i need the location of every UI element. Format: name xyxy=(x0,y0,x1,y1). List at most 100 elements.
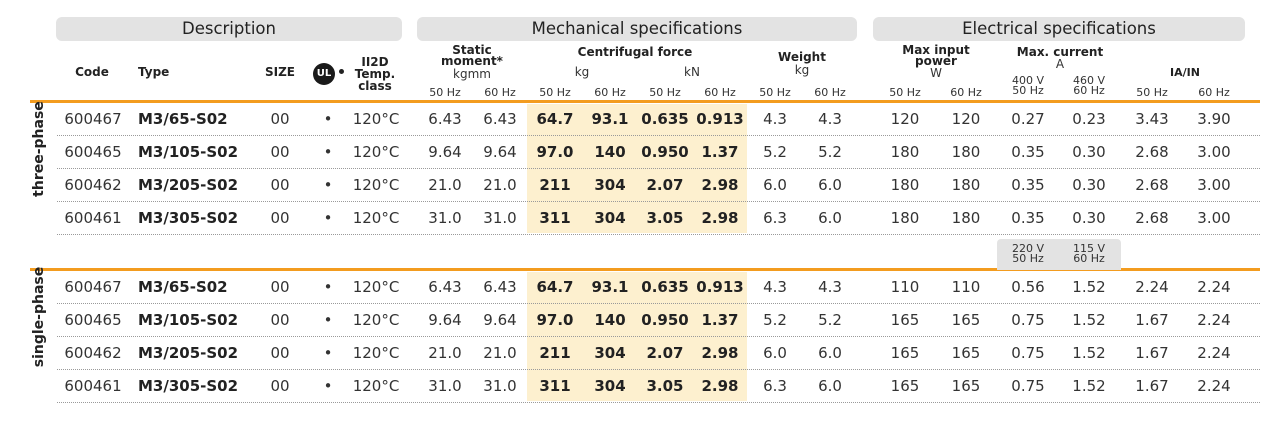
cell-w50: 6.0 xyxy=(763,176,787,194)
cell-kn60: 1.37 xyxy=(701,143,739,161)
cell-r60: 2.24 xyxy=(1197,311,1231,329)
cell-type: M3/105-S02 xyxy=(138,143,239,161)
cell-kg60: 304 xyxy=(594,176,626,194)
cell-code: 600467 xyxy=(64,110,122,128)
header-size: SIZE xyxy=(264,65,295,79)
cell-sm50: 6.43 xyxy=(428,110,462,128)
hz-kn-60: 60 Hz xyxy=(704,86,736,99)
cell-r50: 2.68 xyxy=(1135,176,1169,194)
cell-code: 600461 xyxy=(64,377,122,395)
cell-dot: • xyxy=(323,311,333,329)
hz-static-50: 50 Hz xyxy=(429,86,461,99)
hz-weight-50: 50 Hz xyxy=(759,86,791,99)
cell-p50: 180 xyxy=(890,209,920,227)
cell-r50: 2.68 xyxy=(1135,209,1169,227)
cell-sm60: 9.64 xyxy=(483,311,517,329)
cell-kn60: 1.37 xyxy=(701,311,739,329)
cell-code: 600467 xyxy=(64,278,122,296)
cell-a2: 1.52 xyxy=(1072,278,1106,296)
header-maxcurrent-unit: A xyxy=(1055,57,1065,71)
cell-size: 00 xyxy=(270,176,290,194)
cell-a1: 0.35 xyxy=(1011,143,1045,161)
cell-w60: 6.0 xyxy=(818,176,842,194)
header-115v-hz: 60 Hz xyxy=(1073,252,1105,265)
cell-kn60: 0.913 xyxy=(696,110,744,128)
cell-kg50: 311 xyxy=(539,209,571,227)
cell-w60: 5.2 xyxy=(818,311,842,329)
cell-w60: 4.3 xyxy=(818,278,842,296)
cell-type: M3/65-S02 xyxy=(138,278,228,296)
cell-kg60: 93.1 xyxy=(591,110,629,128)
header-115v: 115 V xyxy=(1072,242,1106,255)
cell-p60: 165 xyxy=(951,311,981,329)
header-cf-kg: kg xyxy=(574,65,590,79)
cell-type: M3/65-S02 xyxy=(138,110,228,128)
cell-kg50: 64.7 xyxy=(536,110,574,128)
row-divider xyxy=(57,201,1260,202)
cell-w60: 5.2 xyxy=(818,143,842,161)
cell-sm50: 9.64 xyxy=(428,311,462,329)
cell-kn50: 0.635 xyxy=(641,278,689,296)
hz-weight-60: 60 Hz xyxy=(814,86,846,99)
cell-code: 600462 xyxy=(64,344,122,362)
cell-kg50: 311 xyxy=(539,377,571,395)
cell-p50: 180 xyxy=(890,176,920,194)
cell-kg50: 211 xyxy=(539,176,571,194)
cell-sm60: 21.0 xyxy=(483,176,517,194)
header-cf-kn: kN xyxy=(684,65,700,79)
group-description: Description xyxy=(56,17,402,41)
cell-kg50: 97.0 xyxy=(536,311,574,329)
cell-p60: 180 xyxy=(951,209,981,227)
single-phase-row-600467: 600467 M3/65-S02 00 • 120°C 6.43 6.43 64.7 93.1 0… xyxy=(0,271,1262,304)
hz-power-60: 60 Hz xyxy=(950,86,982,99)
ul-dot-icon xyxy=(339,69,344,74)
cell-kg60: 140 xyxy=(594,143,626,161)
cell-kn50: 2.07 xyxy=(646,344,684,362)
cell-a1: 0.35 xyxy=(1011,176,1045,194)
header-ratio: IA/IN xyxy=(1170,66,1200,79)
cell-kg60: 93.1 xyxy=(591,278,629,296)
header-weight: Weight xyxy=(778,50,826,64)
three-phase-row-600461: 600461 M3/305-S02 00 • 120°C 31.0 31.0 311 304 3.… xyxy=(0,202,1262,235)
header-static-unit: kgmm xyxy=(453,67,491,81)
row-divider xyxy=(57,303,1260,304)
cell-dot: • xyxy=(323,176,333,194)
cell-a2: 0.30 xyxy=(1072,209,1106,227)
three-phase-row-600462: 600462 M3/205-S02 00 • 120°C 21.0 21.0 211 304 2.… xyxy=(0,169,1262,202)
cell-temp: 120°C xyxy=(352,278,400,296)
hz-current-50: 50 Hz xyxy=(1012,84,1044,97)
cell-type: M3/305-S02 xyxy=(138,377,239,395)
voltage-tag xyxy=(997,239,1121,270)
cell-kn60: 2.98 xyxy=(701,344,739,362)
row-divider xyxy=(57,369,1260,370)
three-phase-row-600465: 600465 M3/105-S02 00 • 120°C 9.64 9.64 97.0 140 0… xyxy=(0,136,1262,169)
cell-dot: • xyxy=(323,278,333,296)
header-static: Static xyxy=(452,43,492,57)
row-divider xyxy=(57,336,1260,337)
cell-size: 00 xyxy=(270,344,290,362)
cell-w50: 5.2 xyxy=(763,143,787,161)
hz-ratio-50: 50 Hz xyxy=(1136,86,1168,99)
cell-p50: 165 xyxy=(890,311,920,329)
group-mechanical: Mechanical specifications xyxy=(417,17,857,41)
cell-sm50: 31.0 xyxy=(428,209,462,227)
header-class: class xyxy=(358,79,392,93)
cell-code: 600462 xyxy=(64,176,122,194)
cell-w50: 6.3 xyxy=(763,209,787,227)
header-centrifugal: Centrifugal force xyxy=(577,45,693,59)
cell-sm50: 6.43 xyxy=(428,278,462,296)
cell-a1: 0.56 xyxy=(1011,278,1045,296)
cell-type: M3/305-S02 xyxy=(138,209,239,227)
header-460v: 460 V xyxy=(1072,74,1106,87)
header-weight-unit: kg xyxy=(794,63,810,77)
cell-kg50: 211 xyxy=(539,344,571,362)
header-400v: 400 V xyxy=(1011,74,1045,87)
cell-a1: 0.27 xyxy=(1011,110,1045,128)
header-temp: Temp. xyxy=(354,67,396,81)
cell-p60: 180 xyxy=(951,143,981,161)
header-power: power xyxy=(915,54,957,68)
cell-temp: 120°C xyxy=(352,344,400,362)
cell-a2: 1.52 xyxy=(1072,377,1106,395)
hz-power-50: 50 Hz xyxy=(889,86,921,99)
cell-r60: 2.24 xyxy=(1197,377,1231,395)
